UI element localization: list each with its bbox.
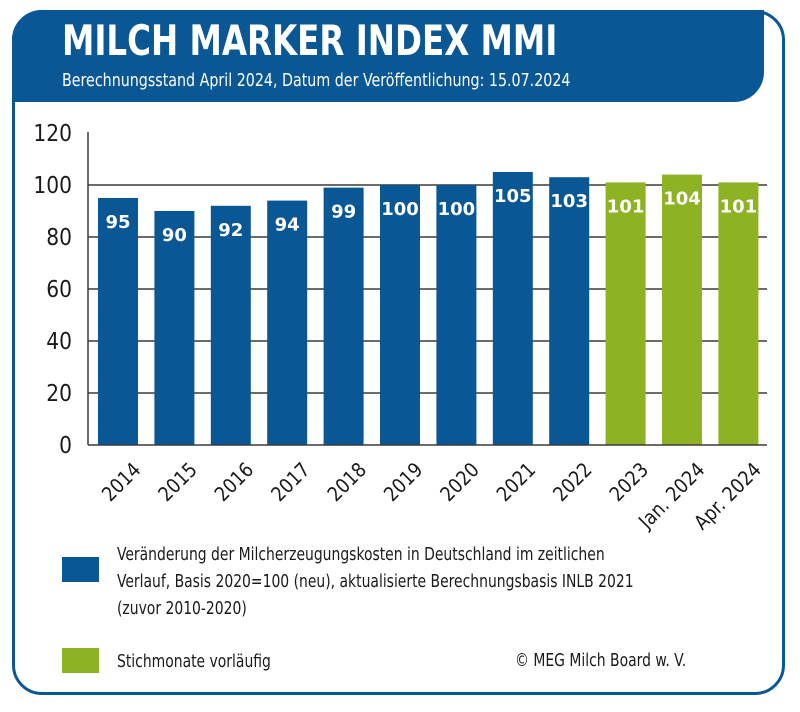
copyright-notice: © MEG Milch Board w. V.	[515, 650, 687, 671]
y-tick-label: 120	[33, 121, 72, 148]
data-label: 92	[218, 220, 243, 241]
bar	[380, 185, 420, 445]
x-tick-label: 2015	[155, 459, 202, 506]
bar	[549, 177, 590, 445]
x-tick-label: 2016	[211, 459, 258, 506]
y-tick-label: 20	[46, 381, 72, 408]
x-tick-label: 2020	[437, 459, 484, 506]
bar	[605, 182, 646, 445]
bar	[323, 187, 364, 445]
data-label: 103	[550, 191, 588, 212]
legend-line: Veränderung der Milcherzeugungskosten in…	[117, 544, 605, 565]
y-tick-label: 100	[33, 173, 72, 200]
bar	[718, 182, 759, 445]
legend-label-final: Veränderung der Milcherzeugungskosten in…	[117, 541, 634, 622]
y-tick-label: 40	[46, 329, 72, 356]
data-label: 99	[331, 202, 356, 223]
data-label: 104	[663, 189, 701, 210]
data-labels: 95 90 92 94 99 100 100 105 103 101 104 101	[105, 186, 757, 246]
data-label: 90	[162, 225, 187, 246]
x-tick-label: 2018	[324, 459, 371, 506]
y-tick-label: 80	[46, 225, 72, 252]
x-axis-ticks: 2014 2015 2016 2017 2018 2019 2020 2021 2022 2023…	[98, 459, 766, 535]
data-label: 101	[720, 196, 758, 217]
y-tick-label: 60	[46, 277, 72, 304]
x-tick-label: 2014	[98, 459, 145, 506]
legend-label-preliminary: Stichmonate vorläufig	[117, 651, 271, 672]
header-banner	[12, 10, 764, 102]
data-label: 100	[381, 199, 419, 220]
bar	[662, 174, 702, 445]
legend-line: Verlauf, Basis 2020=100 (neu), aktualisi…	[117, 571, 634, 592]
chart-title: MILCH MARKER INDEX MMI	[62, 16, 558, 65]
x-tick-label: 2021	[493, 459, 540, 506]
x-tick-label: 2022	[549, 459, 596, 506]
data-label: 105	[494, 186, 532, 207]
x-tick-label: 2023	[606, 459, 653, 506]
legend-swatch-preliminary	[62, 648, 99, 673]
x-tick-label: 2019	[380, 459, 427, 506]
bar	[267, 200, 308, 445]
y-tick-label: 0	[59, 433, 72, 460]
chart-subtitle: Berechnungsstand April 2024, Datum der V…	[62, 70, 571, 91]
data-label: 101	[607, 196, 645, 217]
legend-line: (zuvor 2010-2020)	[117, 598, 247, 619]
x-tick-label: 2017	[267, 459, 314, 506]
y-axis-ticks: 0 20 40 60 80 100 120	[33, 121, 72, 460]
legend-swatch-final	[62, 557, 99, 582]
data-label: 100	[438, 199, 476, 220]
bar	[98, 198, 138, 445]
bar	[436, 185, 477, 445]
bars	[98, 172, 759, 445]
data-label: 94	[275, 215, 300, 236]
bar	[154, 211, 195, 445]
data-label: 95	[105, 212, 130, 233]
gridlines	[88, 184, 767, 394]
bar	[492, 172, 533, 445]
bar	[210, 205, 251, 445]
